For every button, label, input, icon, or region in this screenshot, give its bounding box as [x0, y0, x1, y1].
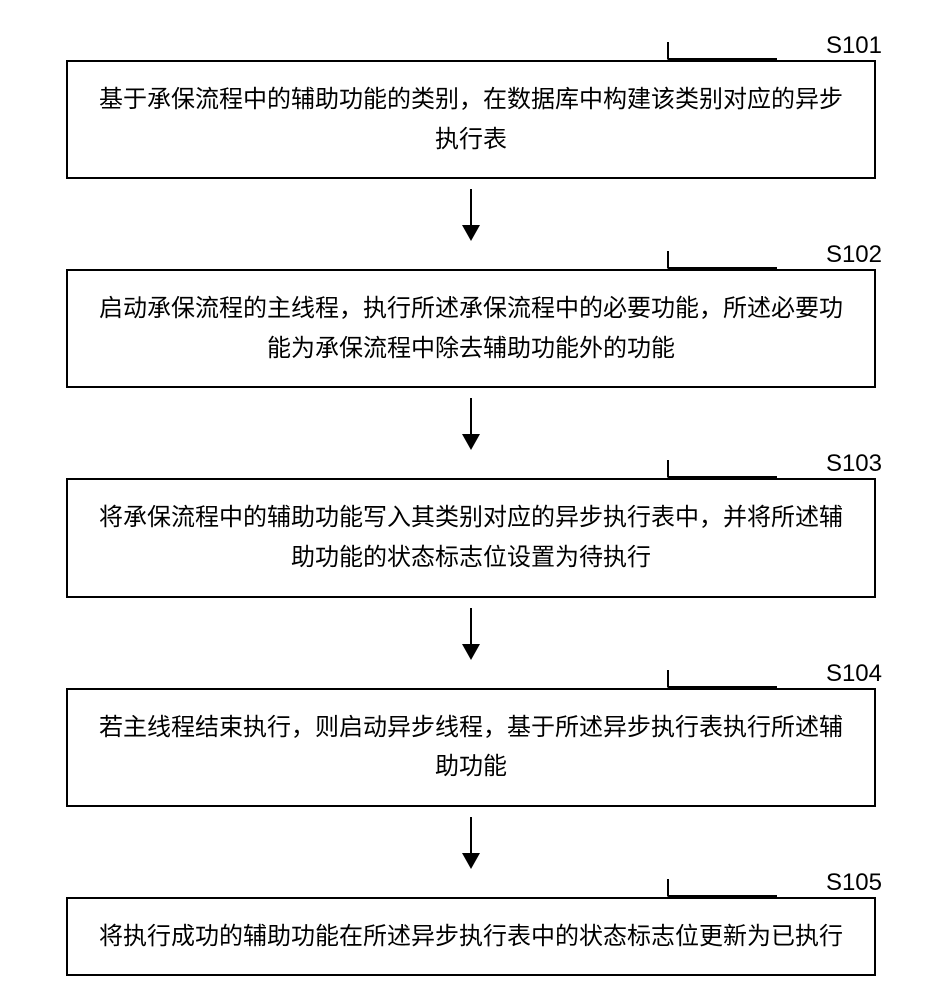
step-box: 基于承保流程中的辅助功能的类别，在数据库中构建该类别对应的异步执行表	[66, 60, 876, 179]
step-box: 启动承保流程的主线程，执行所述承保流程中的必要功能，所述必要功能为承保流程中除去…	[66, 269, 876, 388]
down-arrow-icon	[470, 817, 472, 867]
flowchart-step: S104 若主线程结束执行，则启动异步线程，基于所述异步执行表执行所述辅助功能	[60, 688, 882, 807]
flowchart-step: S105 将执行成功的辅助功能在所述异步执行表中的状态标志位更新为已执行	[60, 897, 882, 977]
label-connector	[667, 251, 777, 269]
label-connector	[667, 670, 777, 688]
step-box: 将执行成功的辅助功能在所述异步执行表中的状态标志位更新为已执行	[66, 897, 876, 977]
step-box: 若主线程结束执行，则启动异步线程，基于所述异步执行表执行所述辅助功能	[66, 688, 876, 807]
step-box: 将承保流程中的辅助功能写入其类别对应的异步执行表中，并将所述辅助功能的状态标志位…	[66, 478, 876, 597]
flowchart-step: S103 将承保流程中的辅助功能写入其类别对应的异步执行表中，并将所述辅助功能的…	[60, 478, 882, 597]
step-label: S103	[826, 450, 882, 478]
flowchart-step: S102 启动承保流程的主线程，执行所述承保流程中的必要功能，所述必要功能为承保…	[60, 269, 882, 388]
step-label: S102	[826, 241, 882, 269]
down-arrow-icon	[470, 189, 472, 239]
arrow-connector	[470, 598, 472, 668]
label-connector	[667, 879, 777, 897]
arrow-connector	[470, 179, 472, 249]
arrow-connector	[470, 807, 472, 877]
down-arrow-icon	[470, 608, 472, 658]
step-label: S101	[826, 32, 882, 60]
flowchart-container: S101 基于承保流程中的辅助功能的类别，在数据库中构建该类别对应的异步执行表 …	[60, 40, 882, 976]
label-connector	[667, 460, 777, 478]
down-arrow-icon	[470, 398, 472, 448]
step-label: S105	[826, 869, 882, 897]
flowchart-step: S101 基于承保流程中的辅助功能的类别，在数据库中构建该类别对应的异步执行表	[60, 60, 882, 179]
step-label: S104	[826, 660, 882, 688]
arrow-connector	[470, 388, 472, 458]
label-connector	[667, 42, 777, 60]
